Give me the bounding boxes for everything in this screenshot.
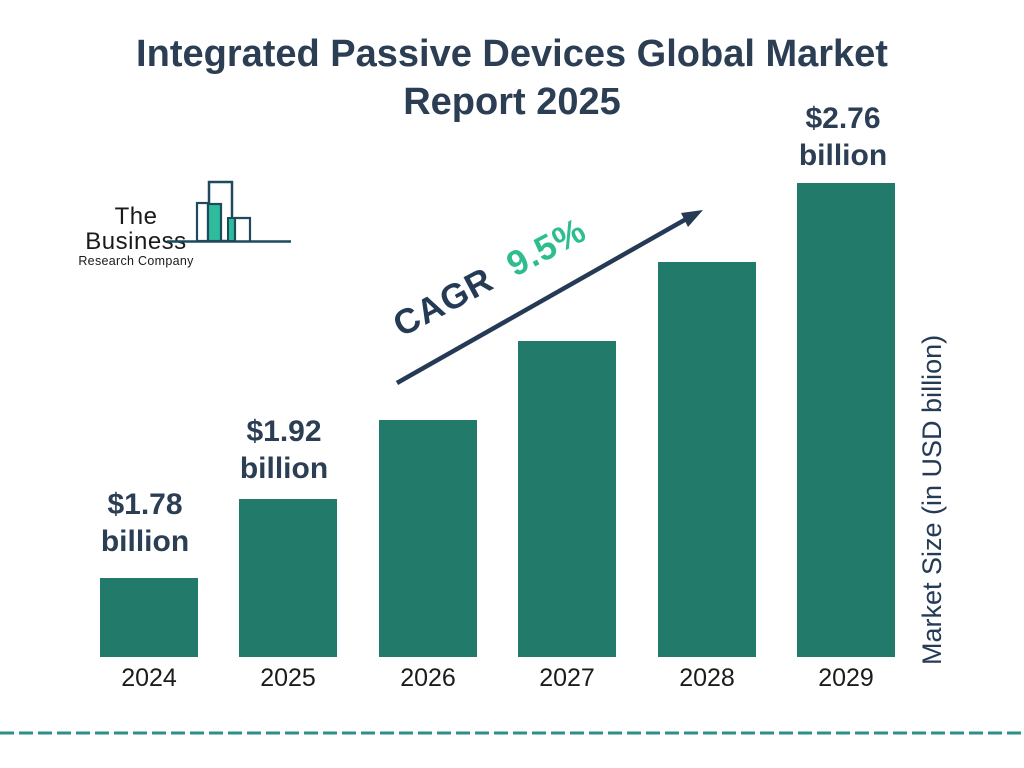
value-label-2025-amount: $1.92	[246, 415, 322, 448]
page-title-line1: Integrated Passive Devices Global Market	[136, 33, 888, 75]
bar-2026	[379, 420, 477, 657]
company-subtitle: Research Company	[78, 254, 194, 268]
company-logo-text: The Business Research Company	[78, 204, 194, 268]
company-logo: The Business Research Company	[78, 178, 293, 268]
bar-2025	[239, 499, 337, 657]
bar-2028	[658, 262, 756, 657]
value-label-2024: $1.78 billion	[60, 486, 230, 560]
x-axis-label-2024: 2024	[121, 664, 177, 692]
x-axis-label-2025: 2025	[260, 664, 316, 692]
x-axis-label-2027: 2027	[539, 664, 595, 692]
cagr-percentage: 9.5%	[500, 210, 593, 285]
cagr-text: CAGR	[386, 259, 500, 345]
value-label-2024-unit: billion	[100, 525, 190, 558]
value-label-2025: $1.92 billion	[199, 413, 369, 487]
cagr-trend-arrowhead	[681, 210, 703, 227]
cagr-label: CAGR 9.5%	[379, 206, 601, 349]
bar-chart-logo-icon	[167, 180, 291, 243]
value-label-2024-amount: $1.78	[107, 488, 183, 521]
x-axis-label-2029: 2029	[818, 664, 874, 692]
y-axis-label: Market Size (in USD billion)	[917, 334, 947, 665]
value-label-2029-amount: $2.76	[805, 102, 881, 135]
x-axis-label-2028: 2028	[679, 664, 735, 692]
bar-2027	[518, 341, 616, 657]
page-title-line2: Report 2025	[403, 81, 621, 123]
bar-2029	[797, 183, 895, 657]
x-axis-label-2026: 2026	[400, 664, 456, 692]
value-label-2025-unit: billion	[239, 452, 329, 485]
page-title: Integrated Passive Devices Global Market…	[0, 30, 1024, 126]
value-label-2029: $2.76 billion	[758, 100, 928, 174]
value-label-2029-unit: billion	[798, 139, 888, 172]
bar-2024	[100, 578, 198, 657]
